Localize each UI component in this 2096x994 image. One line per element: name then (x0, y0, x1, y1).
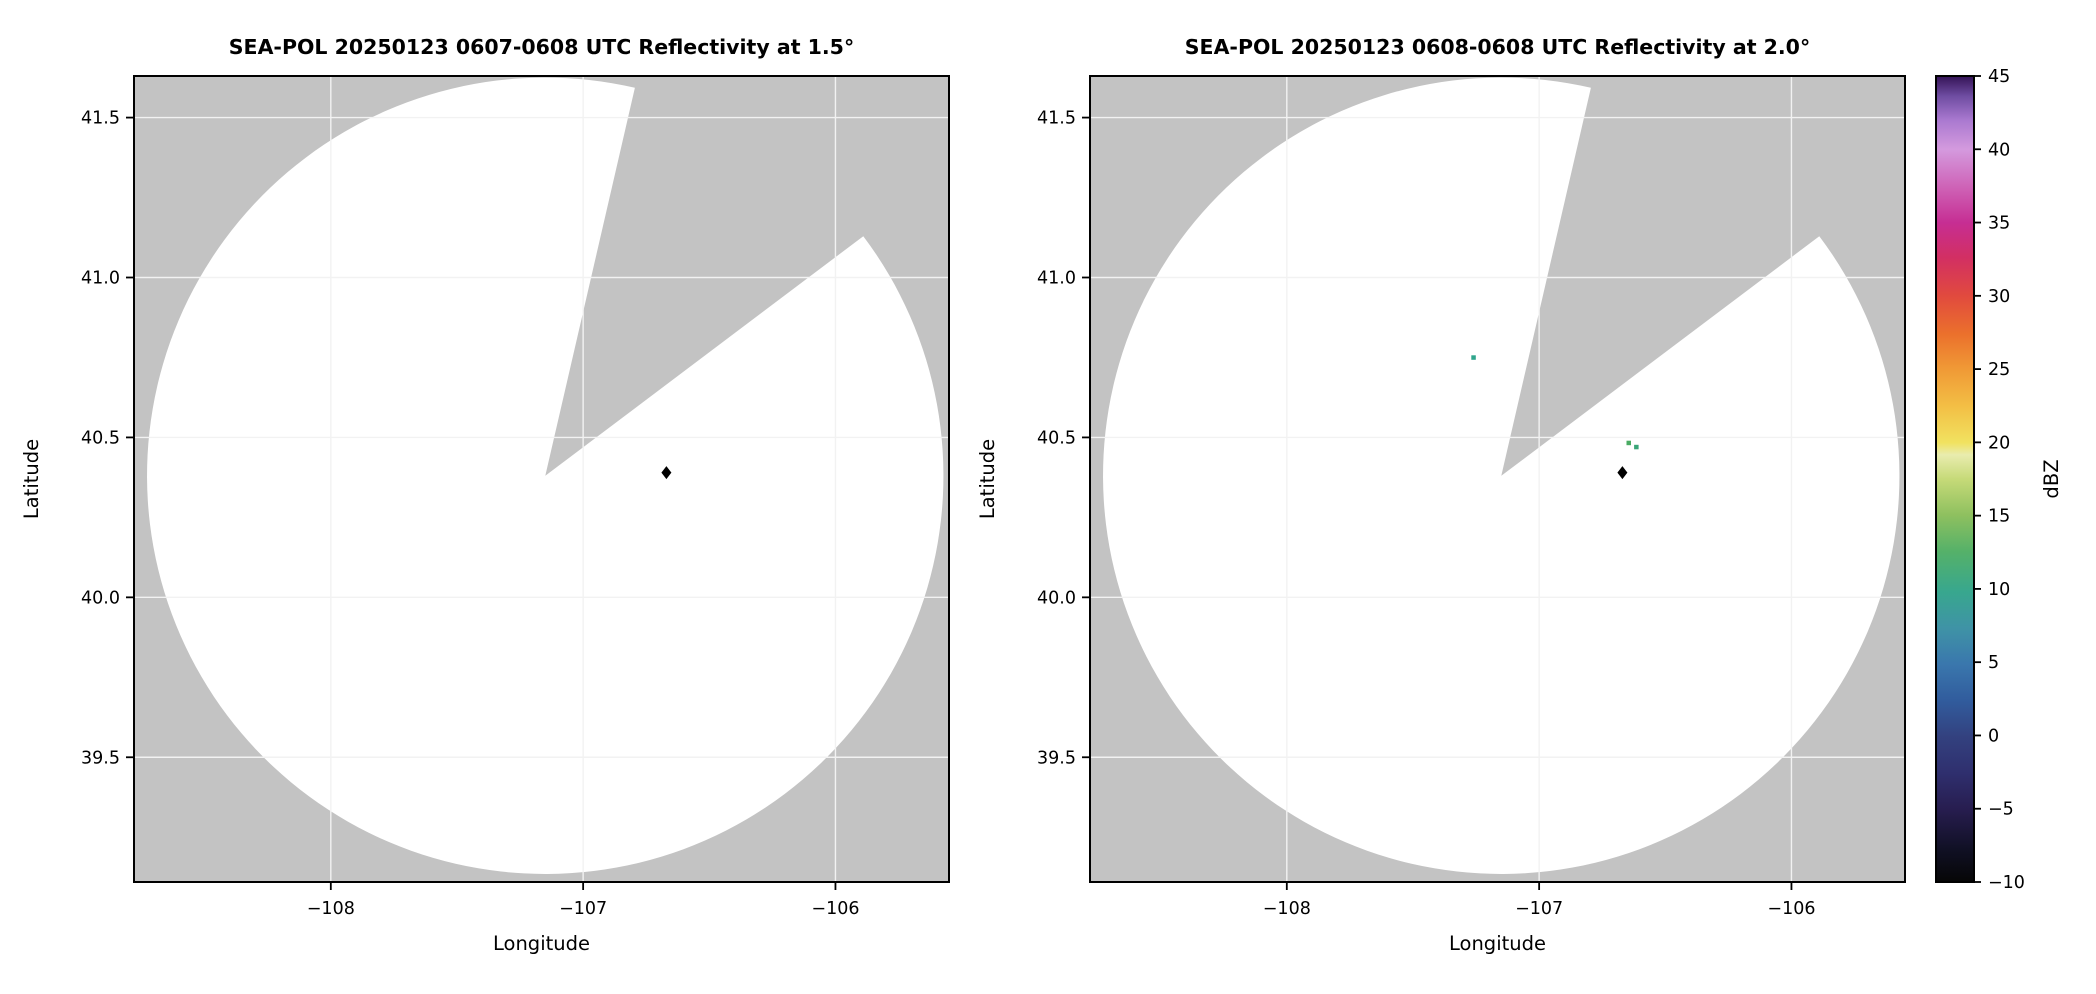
y-tick-label: 40.5 (81, 428, 120, 448)
y-tick-label: 41.5 (81, 109, 120, 129)
colorbar-tick-label: 0 (1988, 726, 1999, 746)
colorbar-tick-label: 15 (1988, 507, 2010, 527)
colorbar-tick-label: −5 (1988, 800, 2014, 820)
y-tick-label: 39.5 (1037, 748, 1076, 768)
y-tick-label: 41.0 (81, 269, 120, 289)
panel-title: SEA-POL 20250123 0607-0608 UTC Reflectiv… (229, 35, 854, 59)
y-tick-label: 41.5 (1037, 109, 1076, 129)
y-tick-label: 40.0 (81, 588, 120, 608)
site-marker-diamond (1617, 466, 1628, 480)
radar-panel-1: −108 −107 −106 39.5 40.0 40.5 41.0 41.5 Longitud… (20, 35, 950, 955)
colorbar-tick-label: 10 (1988, 580, 2010, 600)
site-marker-diamond (661, 466, 672, 480)
x-tick-label: −107 (559, 899, 607, 919)
radar-coverage-area (147, 77, 944, 874)
y-tick-label: 40.0 (1037, 588, 1076, 608)
x-tick-label: −108 (1263, 899, 1311, 919)
colorbar-tick-label: −10 (1988, 873, 2025, 893)
x-tick-label: −106 (811, 899, 859, 919)
echo-pixel (1626, 440, 1631, 446)
y-tick-label: 41.0 (1037, 269, 1076, 289)
axes-frame (133, 75, 950, 883)
colorbar-tick-label: 5 (1988, 653, 1999, 673)
colorbar-gradient (1936, 76, 1974, 882)
colorbar-tick-label: 40 (1988, 140, 2010, 160)
x-axis-label: Longitude (493, 932, 590, 955)
y-axis-label: Latitude (20, 439, 43, 519)
panel-title: SEA-POL 20250123 0608-0608 UTC Reflectiv… (1185, 35, 1810, 59)
colorbar-tick-label: 30 (1988, 287, 2010, 307)
x-axis-label: Longitude (1449, 932, 1546, 955)
colorbar-frame (1935, 75, 1975, 883)
y-axis-label: Latitude (976, 439, 999, 519)
colorbar-tick-label: 25 (1988, 360, 2010, 380)
x-tick-label: −107 (1515, 899, 1563, 919)
x-tick-label: −106 (1767, 899, 1815, 919)
colorbar-tick-label: 35 (1988, 214, 2010, 234)
x-tick-label: −108 (307, 899, 355, 919)
colorbar-tick-label: 20 (1988, 433, 2010, 453)
y-tick-label: 40.5 (1037, 428, 1076, 448)
echo-pixel (1471, 355, 1476, 360)
colorbar-axis-label: dBZ (2040, 459, 2063, 498)
echo-pixel (1634, 444, 1639, 450)
radar-panel-2: −108 −107 −106 39.5 40.0 40.5 41.0 41.5 Longitud… (976, 35, 1906, 955)
radar-coverage-area (1103, 77, 1900, 874)
axes-frame (1089, 75, 1906, 883)
y-tick-label: 39.5 (81, 748, 120, 768)
colorbar-tick-label: 45 (1988, 67, 2010, 87)
